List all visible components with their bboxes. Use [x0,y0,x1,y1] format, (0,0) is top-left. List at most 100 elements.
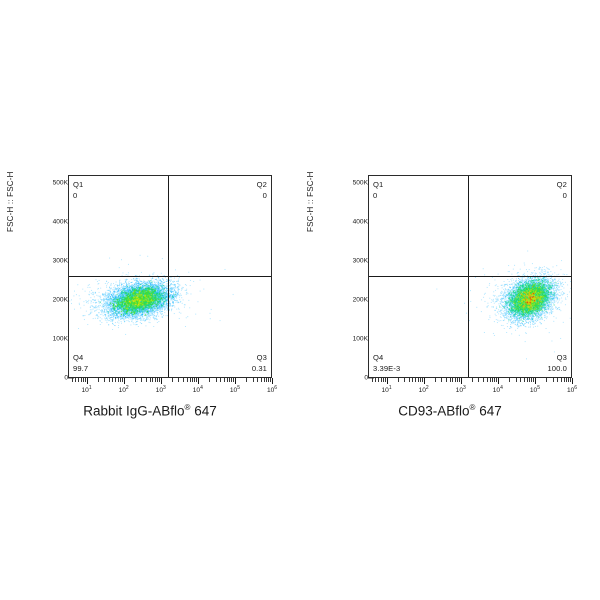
quadrant-name-q2-left: Q2 [257,179,267,190]
x-tick-minor [457,378,458,382]
x-tick-minor [383,378,384,382]
x-tick-minor [490,378,491,382]
x-tick-minor [152,378,153,382]
quadrant-name-q1-left: Q1 [73,179,83,190]
quadrant-name-q2-right: Q2 [557,179,567,190]
x-tick-minor [231,378,232,382]
x-tick-minor [487,378,488,382]
y-tick-label: 0 [332,375,368,382]
x-axis-caption-right: CD93-ABflo® 647 [300,403,600,419]
x-tick-minor [520,378,521,382]
x-tick-minor [253,378,254,382]
quadrant-value-q3-left: 0.31 [252,363,267,374]
x-tick-minor [266,378,267,382]
x-tick-minor [566,378,567,382]
quadrant-divider-horizontal-right[interactable] [369,276,571,278]
quadrant-name-q4-right: Q4 [373,352,400,363]
x-tick-minor [418,378,419,382]
x-axis-caption-left: Rabbit IgG-ABflo® 647 [0,403,300,419]
x-tick-minor [422,378,423,382]
x-tick-minor [85,378,86,382]
x-tick-minor [233,378,234,382]
x-tick-label: 101 [381,385,391,394]
caption-tail-left: 647 [190,404,216,419]
x-tick-label: 102 [419,385,429,394]
x-tick-minor [194,378,195,382]
plot-area-right: Q1 0 Q2 0 Q3 100.0 Q4 3.39E-3 [368,175,572,378]
x-tick-minor [155,378,156,382]
quadrant-name-q4-left: Q4 [73,352,88,363]
dot-plot-panel-left: FSC-H :: FSC-H 0 100K 200K 300K 400K 500K Q1 … [0,160,300,430]
y-tick-label: 300K [332,257,368,264]
x-tick-minor [227,378,228,382]
y-tick-label: 0 [32,375,68,382]
x-tick-minor [118,378,119,382]
x-tick-major [198,378,199,384]
x-tick-minor [98,378,99,382]
quadrant-value-q1-left: 0 [73,190,83,201]
x-tick-minor [187,378,188,382]
x-tick-minor [533,378,534,382]
y-tick-label: 500K [32,179,68,186]
x-tick-minor [415,378,416,382]
y-tick-label: 500K [332,179,368,186]
x-tick-major [387,378,388,384]
quadrant-label-q3-left: Q3 0.31 [252,352,267,374]
x-tick-minor [420,378,421,382]
flow-cytometry-figure: FSC-H :: FSC-H 0 100K 200K 300K 400K 500K Q1 … [0,0,600,600]
x-tick-minor [546,378,547,382]
x-tick-label: 104 [193,385,203,394]
x-tick-minor [209,378,210,382]
x-tick-minor [146,378,147,382]
x-tick-minor [446,378,447,382]
x-tick-minor [452,378,453,382]
x-tick-minor [492,378,493,382]
x-tick-major [124,378,125,384]
x-tick-minor [568,378,569,382]
caption-main-left: Rabbit IgG-ABflo [83,404,184,419]
x-tick-minor [261,378,262,382]
x-tick-minor [450,378,451,382]
x-tick-label: 102 [119,385,129,394]
x-tick-minor [135,378,136,382]
x-tick-minor [553,378,554,382]
x-tick-label: 103 [156,385,166,394]
quadrant-name-q1-right: Q1 [373,179,383,190]
x-tick-label: 104 [493,385,503,394]
x-tick-minor [120,378,121,382]
quadrant-label-q2-right: Q2 0 [557,179,567,201]
x-tick-minor [109,378,110,382]
x-tick-minor [529,378,530,382]
quadrant-divider-horizontal-left[interactable] [69,276,271,278]
x-tick-minor [112,378,113,382]
y-tick-label: 200K [32,296,68,303]
x-tick-major [424,378,425,384]
y-axis-title-right: FSC-H :: FSC-H [306,171,315,232]
x-tick-minor [509,378,510,382]
x-tick-minor [381,378,382,382]
x-tick-major [87,378,88,384]
x-tick-minor [409,378,410,382]
x-tick-minor [561,378,562,382]
x-tick-minor [268,378,269,382]
quadrant-value-q4-right: 3.39E-3 [373,363,400,374]
x-tick-minor [264,378,265,382]
x-tick-minor [494,378,495,382]
x-tick-minor [459,378,460,382]
x-tick-minor [229,378,230,382]
x-tick-minor [246,378,247,382]
x-tick-minor [270,378,271,382]
quadrant-value-q2-right: 0 [557,190,567,201]
x-tick-minor [472,378,473,382]
x-tick-minor [557,378,558,382]
x-tick-minor [441,378,442,382]
y-axis-title-left: FSC-H :: FSC-H [6,171,15,232]
x-tick-minor [72,378,73,382]
x-tick-minor [404,378,405,382]
y-tick-label: 300K [32,257,68,264]
x-tick-minor [190,378,191,382]
quadrant-value-q1-right: 0 [373,190,383,201]
x-tick-major [572,378,573,384]
quadrant-label-q2-left: Q2 0 [257,179,267,201]
x-tick-minor [372,378,373,382]
